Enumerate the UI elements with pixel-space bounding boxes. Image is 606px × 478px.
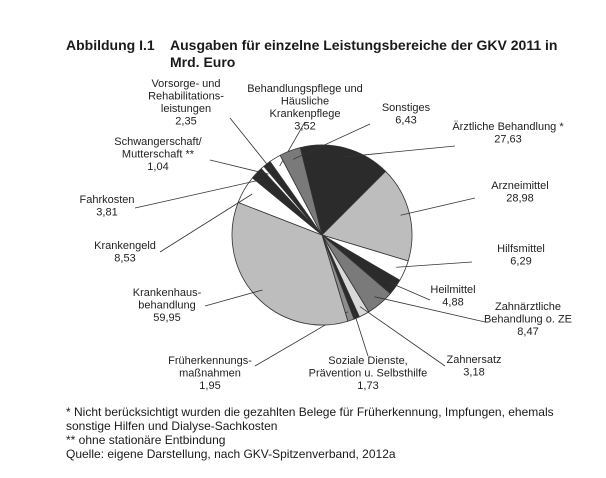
slice-label: Zahnärztliche Behandlung o. ZE 8,47 [484,301,572,338]
leader-line [204,289,263,307]
slice-label: Arzneimittel 28,98 [491,180,548,205]
figure-title: Ausgaben für einzelne Leistungsbereiche … [170,37,558,70]
figure-label: Abbildung I.1 [66,37,155,53]
slice-label: Ärztliche Behandlung * 27,63 [452,121,564,146]
leader-line [343,145,456,158]
slice-label: Fahrkosten 3,81 [79,194,134,219]
leader-line [359,306,446,367]
slice-label: Vorsorge- und Rehabilitations-leistungen 2… [148,78,224,128]
leader-line [159,193,253,253]
slice-label: Behandlungspflege und Häusliche Krankenpfl… [247,83,363,133]
pie-chart: Ärztliche Behandlung * 27,63 Arzneimittel 2… [79,78,572,392]
slice-label: Soziale Dienste, Prävention u. Selbsthilf… [309,355,428,392]
slice-label: Sonstiges 6,43 [382,102,431,127]
pie-slice [231,201,349,326]
leader-line [292,123,371,160]
leader-line [374,296,486,323]
slice-label: Krankenhaus-behandlung 59,95 [133,287,202,324]
leader-line [209,159,269,175]
leader-line [387,281,431,301]
leader-line [400,197,476,216]
leader-line [134,178,264,209]
leader-line [396,261,473,268]
leader-line [229,117,273,172]
slice-label: Zahnersatz 3,18 [446,354,501,379]
pie-slice [299,144,387,236]
footnote-1: * Nicht berücksichtigt wurden die gezahl… [66,405,554,419]
slice-label: Hilfsmittel 6,29 [497,243,545,268]
slice-label: Früherkennungs-maßnahmen 1,95 [168,355,252,392]
pie-slice [279,147,323,236]
footnotes: * Nicht berücksichtigt wurden die gezahl… [66,405,566,461]
leader-line [352,309,369,357]
slice-label: Krankengeld 8,53 [94,240,156,265]
slice-label: Schwangerschaft/Mutterschaft ** 1,04 [114,136,202,173]
footnote-1-cont: sonstige Hilfen und Dialyse-Sachkosten [66,419,278,433]
slice-label: Heilmittel 4,88 [430,284,475,309]
footnote-2: ** ohne stationäre Entbindung [66,433,226,447]
source-note: Quelle: eigene Darstellung, nach GKV-Spi… [66,447,396,461]
